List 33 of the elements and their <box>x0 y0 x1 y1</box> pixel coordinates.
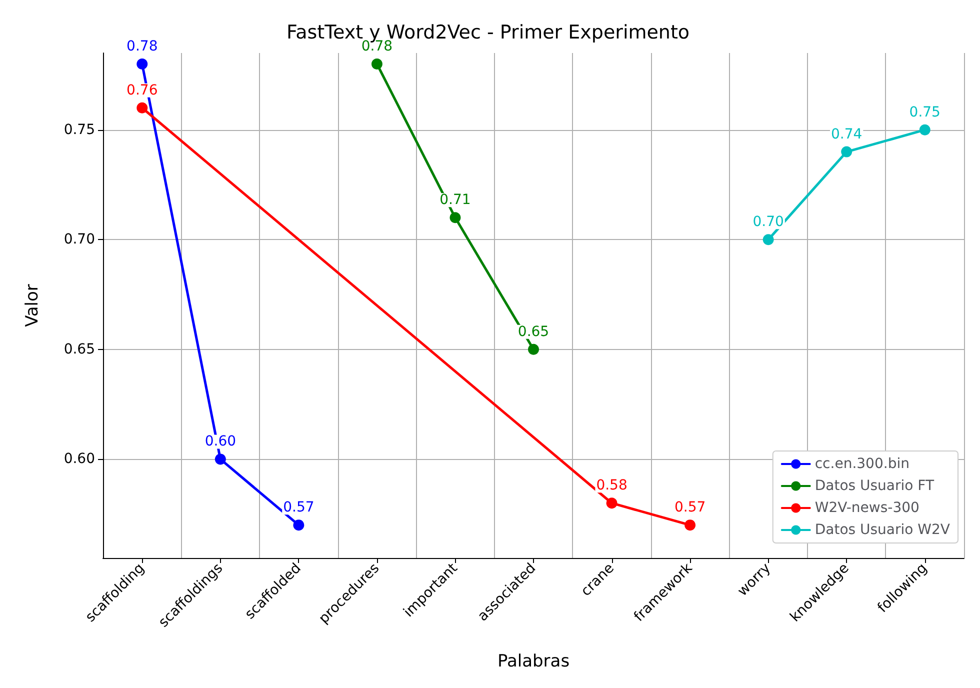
point <box>371 58 382 70</box>
data-label: 0.75 <box>909 104 940 120</box>
legend-label: Datos Usuario FT <box>814 478 934 494</box>
y-tick-label: 0.70 <box>64 232 95 248</box>
point <box>919 124 930 136</box>
legend-label: Datos Usuario W2V <box>814 522 950 538</box>
y-tick-label: 0.60 <box>64 451 95 468</box>
point <box>136 102 148 114</box>
data-label: 0.76 <box>126 82 158 98</box>
point <box>528 344 539 355</box>
data-label: 0.57 <box>674 500 706 516</box>
point <box>214 454 226 465</box>
data-label: 0.57 <box>283 500 314 516</box>
y-tick-label: 0.65 <box>64 341 95 358</box>
point <box>684 520 696 531</box>
point <box>606 498 618 509</box>
data-label: 0.70 <box>752 214 784 230</box>
point <box>293 520 304 531</box>
x-axis-title: Palabras <box>497 652 570 672</box>
legend-label: cc.en.300.bin <box>814 456 910 472</box>
point <box>841 146 852 158</box>
point <box>762 234 774 246</box>
data-label: 0.58 <box>596 478 628 494</box>
data-label: 0.78 <box>126 38 158 54</box>
data-label: 0.65 <box>518 324 550 340</box>
y-tick-label: 0.75 <box>64 122 95 138</box>
legend-label: W2V-news-300 <box>814 500 920 516</box>
point <box>450 212 461 224</box>
y-axis-title: Valor <box>22 284 42 327</box>
data-label: 0.74 <box>831 126 862 142</box>
data-label: 0.60 <box>204 434 236 450</box>
point <box>136 58 148 70</box>
data-label: 0.71 <box>440 192 471 208</box>
